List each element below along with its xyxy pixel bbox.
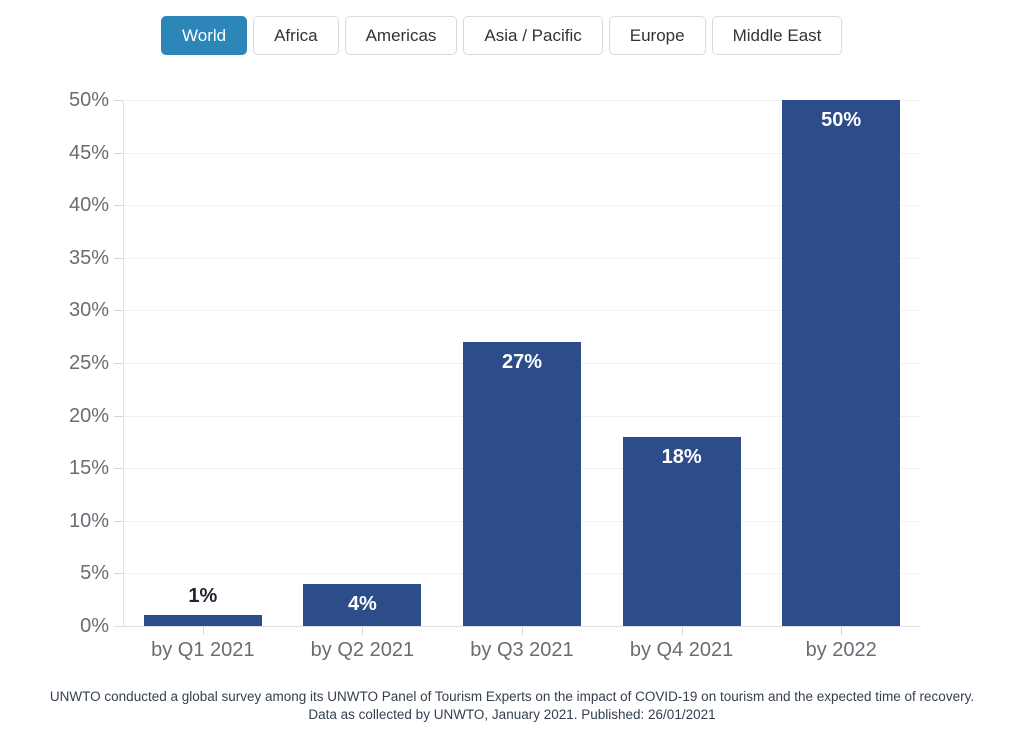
y-axis-tick [114,205,123,207]
y-axis-label: 0% [80,615,109,637]
y-axis-label: 25% [68,352,109,374]
bar-value-label: 1% [188,585,218,608]
x-axis-tick [841,627,843,635]
y-axis-label: 40% [68,194,109,217]
tab-africa[interactable]: Africa [253,16,339,55]
y-axis-tick [114,100,123,101]
x-axis-tick [522,627,523,635]
y-axis-tick [114,415,123,417]
y-axis-line [123,100,124,626]
bar-by-q2-2021[interactable] [303,583,422,626]
footnote-line1: UNWTO conducted a global survey among it… [49,689,975,704]
y-axis-label: 5% [80,562,109,585]
x-axis-label: by Q2 2021 [310,639,415,661]
x-axis-label: by Q1 2021 [151,639,255,661]
bar-value-label: 18% [661,445,702,468]
tab-americas[interactable]: Americas [344,16,458,55]
bar-value-label: 27% [501,350,543,373]
x-axis-label: by Q4 2021 [629,639,734,661]
bar-by-q3-2021[interactable] [463,341,581,626]
y-axis-label: 10% [68,509,109,532]
y-axis-tick [114,257,123,259]
x-axis-label: by Q3 2021 [470,639,574,661]
x-axis-line [114,626,921,627]
bar-by-q1-2021[interactable] [143,615,262,626]
gridline [123,310,921,312]
tab-europe[interactable]: Europe [608,16,706,55]
y-axis-tick [114,310,123,312]
y-axis-label: 15% [68,457,109,480]
y-axis-tick [114,468,123,470]
footnote-line2: Data as collected by UNWTO, January 2021… [308,707,716,722]
tab-world[interactable]: World [161,16,248,55]
tab-asia-pacific[interactable]: Asia / Pacific [463,16,603,55]
x-axis-label: by 2022 [805,639,877,661]
gridline [123,152,921,154]
y-axis-tick [114,152,123,154]
region-tabs: World Africa Americas Asia / Pacific Eur… [161,16,843,55]
bar-value-label: 50% [821,109,862,131]
y-axis-label: 45% [68,141,109,164]
x-axis-tick [362,627,364,635]
gridline [123,257,921,259]
y-axis-tick [114,573,123,575]
y-axis-label: 20% [68,404,109,427]
gridline [123,100,921,101]
x-axis-tick [202,627,204,635]
gridline [123,205,921,207]
x-axis-tick [681,627,683,635]
y-axis-label: 30% [68,299,109,322]
y-axis-tick [114,363,123,364]
tab-middle-east[interactable]: Middle East [711,16,843,55]
bar-by-2022[interactable] [782,100,901,626]
y-axis-label: 50% [68,89,109,111]
bar-by-q4-2021[interactable] [622,436,741,626]
chart-footnote: UNWTO conducted a global survey among it… [0,688,1024,724]
bar-value-label: 4% [347,592,377,615]
y-axis-tick [114,520,123,522]
y-axis-label: 35% [68,246,109,269]
